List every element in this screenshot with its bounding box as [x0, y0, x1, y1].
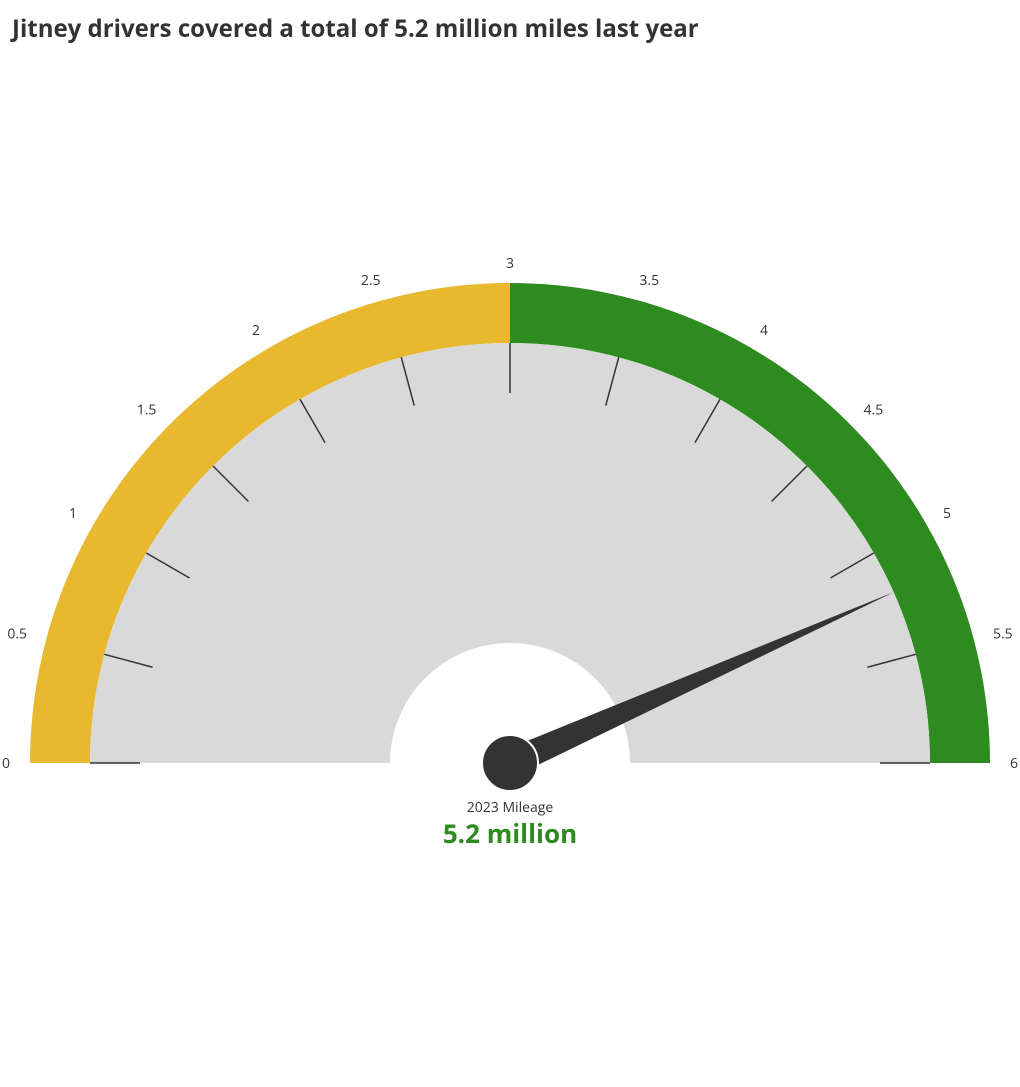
gauge-value: 5.2 million: [443, 815, 577, 851]
gauge-tick-label: 2: [252, 321, 260, 340]
gauge-tick-label: 5: [943, 504, 951, 523]
gauge-tick-label: 0: [2, 754, 10, 773]
gauge-tick-label: 6: [1010, 754, 1018, 773]
gauge-chart: 00.511.522.533.544.555.562023 Mileage5.2…: [0, 0, 1020, 1082]
gauge-tick-label: 5.5: [993, 625, 1013, 644]
gauge-tick-label: 1.5: [137, 400, 157, 419]
gauge-tick-label: 3.5: [639, 271, 659, 290]
gauge-tick-label: 4: [760, 321, 768, 340]
gauge-tick-label: 0.5: [7, 625, 27, 644]
gauge-tick-label: 4.5: [864, 400, 884, 419]
gauge-tick-label: 3: [506, 254, 514, 273]
gauge-tick-label: 2.5: [361, 271, 381, 290]
gauge-hub: [482, 735, 538, 791]
gauge-tick-label: 1: [69, 504, 77, 523]
